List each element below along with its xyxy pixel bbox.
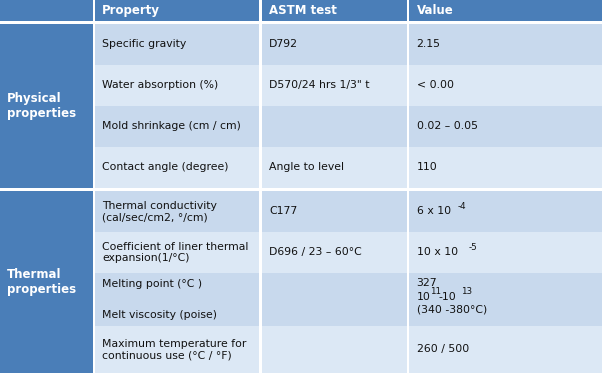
Bar — [95, 326, 262, 373]
Bar — [0, 188, 602, 191]
Bar — [95, 273, 262, 326]
Text: Contact angle (degree): Contact angle (degree) — [102, 162, 229, 172]
Bar — [259, 0, 262, 373]
Text: Thermal conductivity
(cal/sec/cm2, °/cm): Thermal conductivity (cal/sec/cm2, °/cm) — [102, 201, 217, 222]
Bar — [409, 273, 602, 326]
Bar — [95, 232, 262, 273]
Text: 2.15: 2.15 — [417, 39, 441, 49]
Text: 10 x 10: 10 x 10 — [417, 247, 458, 257]
Text: Value: Value — [417, 4, 453, 17]
Text: Maximum temperature for
continuous use (°C / °F): Maximum temperature for continuous use (… — [102, 339, 247, 360]
Text: Thermal
properties: Thermal properties — [7, 268, 76, 296]
Bar — [262, 273, 409, 326]
Bar — [95, 106, 262, 147]
Text: 6 x 10: 6 x 10 — [417, 206, 451, 216]
Bar — [262, 65, 409, 106]
Text: 110: 110 — [417, 162, 437, 172]
Text: Physical
properties: Physical properties — [7, 92, 76, 120]
Text: -4: -4 — [458, 203, 466, 211]
Text: 13: 13 — [461, 287, 472, 296]
Text: Water absorption (%): Water absorption (%) — [102, 80, 219, 90]
Text: -10: -10 — [438, 292, 456, 302]
Bar — [95, 0, 262, 21]
Text: C177: C177 — [269, 206, 297, 216]
Text: Melting point (°C ): Melting point (°C ) — [102, 279, 202, 289]
Text: Coefficient of liner thermal
expansion(1/°C): Coefficient of liner thermal expansion(1… — [102, 242, 249, 263]
Bar — [95, 147, 262, 188]
Bar — [95, 23, 262, 65]
Bar — [0, 0, 95, 21]
Bar — [409, 65, 602, 106]
Bar — [0, 191, 95, 373]
Text: ASTM test: ASTM test — [269, 4, 337, 17]
Bar — [262, 191, 409, 232]
Bar — [262, 232, 409, 273]
Bar — [93, 0, 95, 373]
Text: 11: 11 — [430, 287, 441, 296]
Text: Specific gravity: Specific gravity — [102, 39, 187, 49]
Text: Property: Property — [102, 4, 160, 17]
Text: Angle to level: Angle to level — [269, 162, 344, 172]
Bar — [409, 326, 602, 373]
Bar — [0, 21, 602, 23]
Bar — [409, 147, 602, 188]
Text: 0.02 – 0.05: 0.02 – 0.05 — [417, 121, 477, 131]
Bar — [409, 106, 602, 147]
Text: D696 / 23 – 60°C: D696 / 23 – 60°C — [269, 247, 362, 257]
Bar — [409, 191, 602, 232]
Bar — [409, 0, 602, 21]
Bar — [95, 191, 262, 232]
Bar — [262, 147, 409, 188]
Text: Melt viscosity (poise): Melt viscosity (poise) — [102, 310, 217, 320]
Bar — [407, 0, 409, 373]
Bar — [0, 23, 95, 188]
Text: 327: 327 — [417, 278, 437, 288]
Bar — [262, 23, 409, 65]
Bar — [409, 232, 602, 273]
Bar — [95, 65, 262, 106]
Text: D792: D792 — [269, 39, 298, 49]
Text: -5: -5 — [469, 243, 478, 253]
Bar — [262, 326, 409, 373]
Text: < 0.00: < 0.00 — [417, 80, 453, 90]
Text: 260 / 500: 260 / 500 — [417, 344, 469, 354]
Text: 10: 10 — [417, 292, 430, 302]
Text: Mold shrinkage (cm / cm): Mold shrinkage (cm / cm) — [102, 121, 241, 131]
Text: D570/24 hrs 1/3" t: D570/24 hrs 1/3" t — [269, 80, 370, 90]
Text: (340 -380°C): (340 -380°C) — [417, 305, 487, 315]
Bar — [409, 23, 602, 65]
Bar — [262, 106, 409, 147]
Bar — [262, 0, 409, 21]
